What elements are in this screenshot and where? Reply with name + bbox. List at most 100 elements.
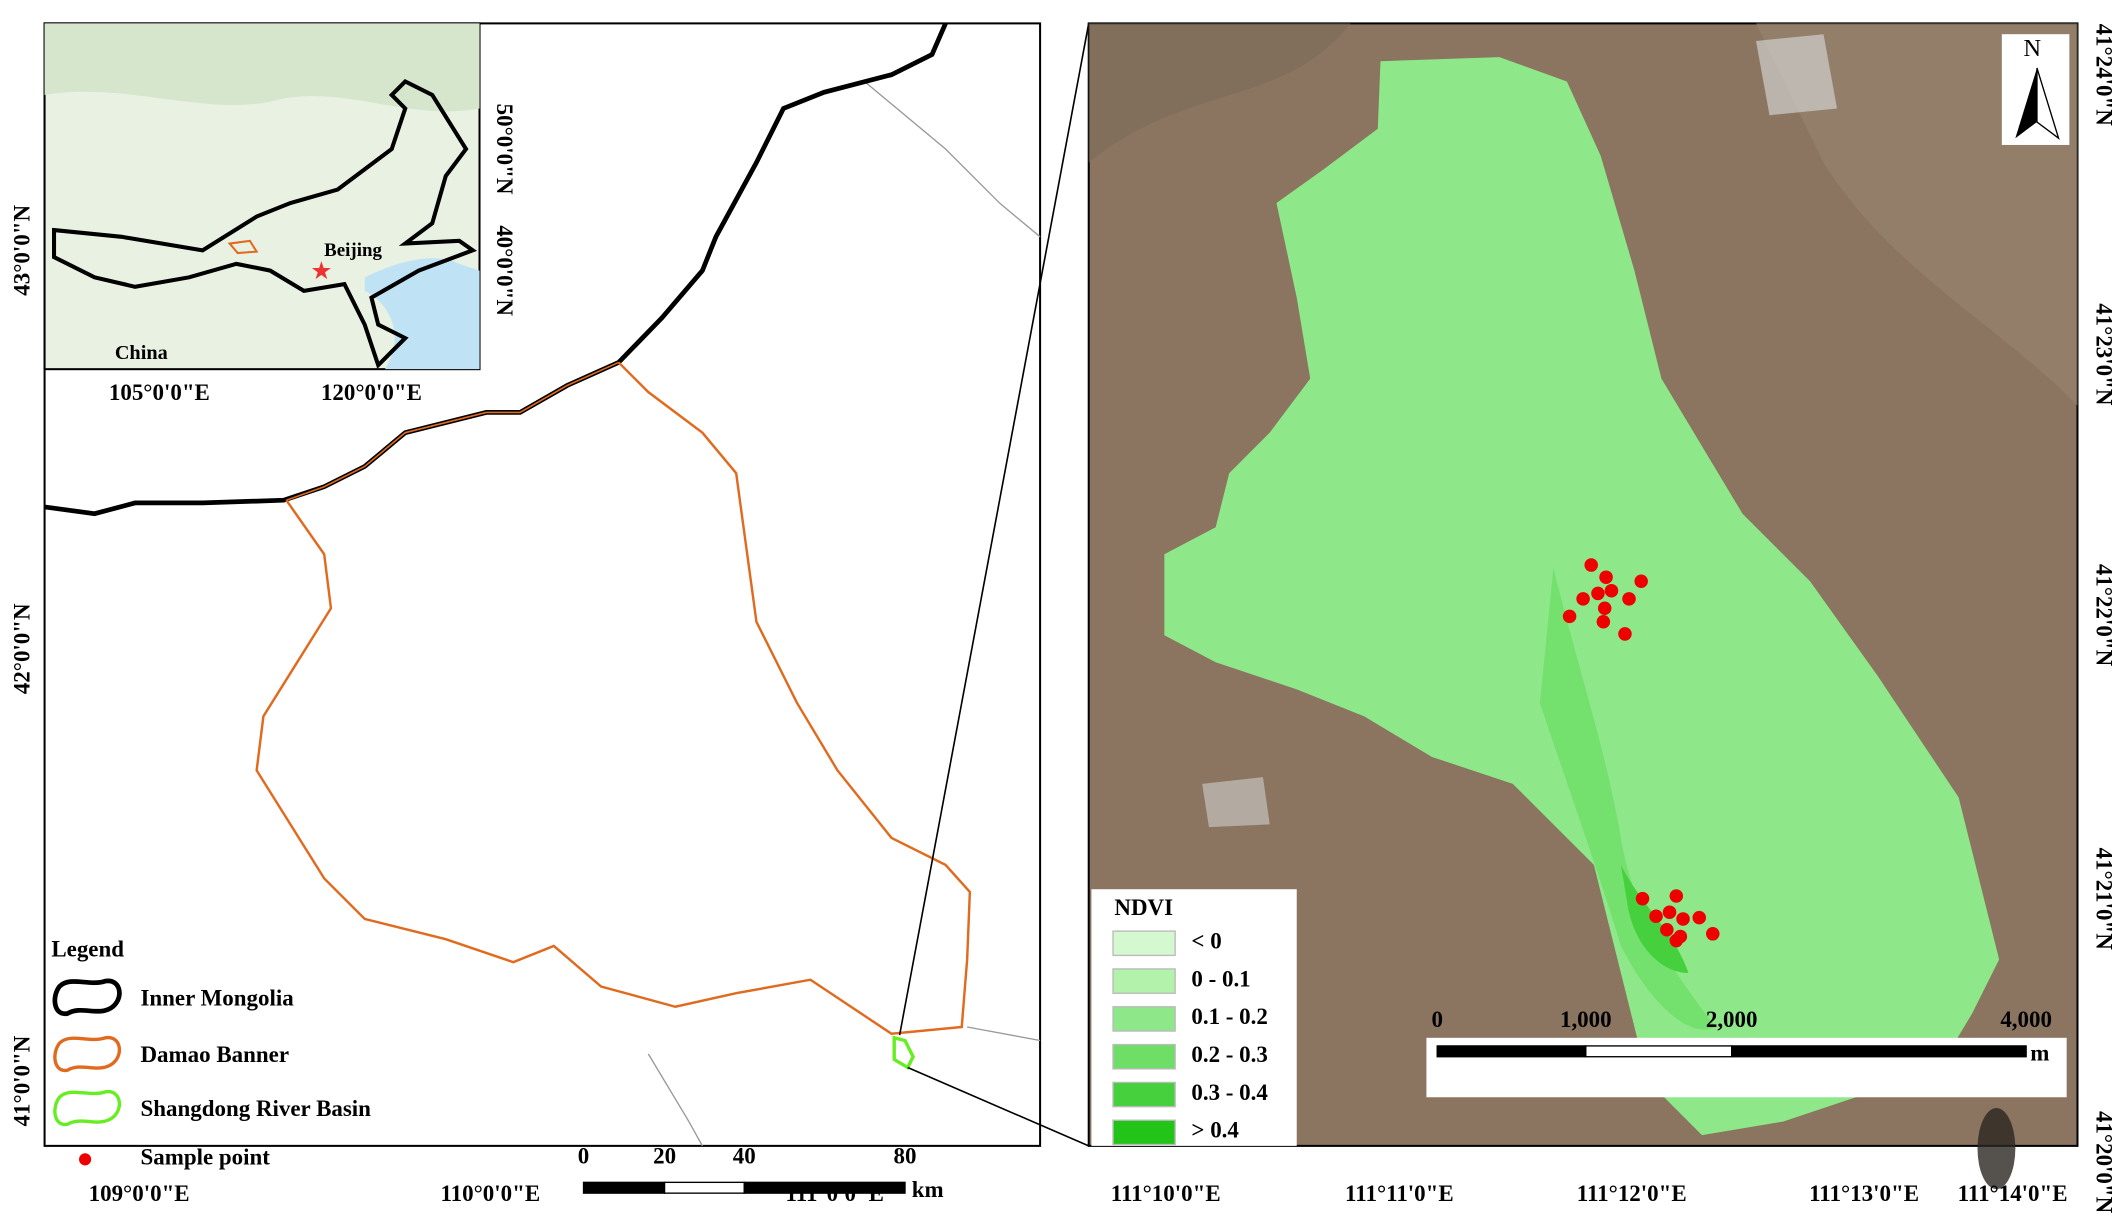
north-arrow bbox=[2036, 67, 2060, 140]
sample-point bbox=[1660, 923, 1674, 937]
sample-point bbox=[1599, 570, 1613, 584]
lat-label: 42°0'0"N bbox=[10, 603, 35, 694]
legend-swatch bbox=[1112, 930, 1176, 957]
scale-tick-label: 0 bbox=[1431, 1007, 1442, 1032]
lon-label: 109°0'0"E bbox=[89, 1181, 190, 1206]
legend-label: Sample point bbox=[140, 1145, 270, 1170]
lat-label: 41°0'0"N bbox=[10, 1035, 35, 1126]
legend-swatch bbox=[1112, 968, 1176, 994]
lat-label: 41°20'0"N bbox=[2092, 1111, 2117, 1214]
road bbox=[864, 80, 1041, 238]
coordinate-labels: Inner Mongolia Damao Banner Shangdong Rive… bbox=[10, 24, 2117, 1214]
sample-point bbox=[1669, 889, 1684, 903]
north-label: N bbox=[2023, 35, 2041, 62]
sample-points bbox=[1562, 558, 1720, 948]
right-scale-bar: 0 1,000 2,000 4,000 m bbox=[1431, 1007, 2052, 1066]
sample-point bbox=[1584, 558, 1598, 572]
city-label: Beijing bbox=[324, 240, 382, 261]
settlement bbox=[1202, 777, 1270, 828]
scale-segment bbox=[743, 1181, 906, 1194]
legend-label: Damao Banner bbox=[140, 1042, 289, 1067]
sample-point bbox=[1604, 583, 1619, 598]
lat-label: 41°23'0"N bbox=[2092, 303, 2117, 406]
scale-segment bbox=[663, 1181, 745, 1194]
sample-point bbox=[1597, 601, 1612, 616]
lon-label: 111°0'0"E bbox=[786, 1181, 884, 1206]
legend-label: > 0.4 bbox=[1191, 1118, 1239, 1143]
damao-banner-boundary bbox=[255, 361, 972, 1036]
legend-swatch bbox=[1112, 1043, 1176, 1070]
sample-point bbox=[1649, 909, 1663, 924]
leader-line bbox=[907, 1066, 1090, 1147]
scale-tick-label: 40 bbox=[733, 1143, 756, 1168]
inset-country-boundary bbox=[52, 79, 478, 369]
legend-label: 0.3 - 0.4 bbox=[1191, 1080, 1268, 1105]
inset-lat-label: 50°0'0"N bbox=[492, 104, 517, 195]
terrain bbox=[1088, 23, 1351, 163]
legend-label: 0 - 0.1 bbox=[1191, 966, 1250, 991]
legend-symbol bbox=[53, 1090, 121, 1127]
scale-unit: m bbox=[2030, 1041, 2049, 1066]
sample-point bbox=[1618, 627, 1632, 641]
scale-tick-label: 1,000 bbox=[1560, 1007, 1612, 1032]
legend-swatch bbox=[1112, 1006, 1176, 1032]
sample-point bbox=[1662, 905, 1677, 919]
sample-point bbox=[1692, 910, 1707, 925]
legend-symbol bbox=[53, 1036, 121, 1072]
scale-unit: km bbox=[912, 1177, 944, 1202]
ndvi-higher bbox=[1539, 567, 1716, 1030]
lon-label: 111°10'0"E bbox=[1111, 1181, 1221, 1206]
scale-tick-label: 0 bbox=[578, 1143, 589, 1168]
ndvi-legend-title: NDVI bbox=[1114, 895, 1173, 920]
sample-point bbox=[1596, 615, 1611, 629]
left-scale-bar: 0 20 40 80 km bbox=[578, 1143, 944, 1202]
inset-lon-label: 120°0'0"E bbox=[321, 380, 422, 405]
scale-tick-label: 80 bbox=[894, 1143, 917, 1168]
scale-tick-label: 4,000 bbox=[2000, 1007, 2052, 1032]
road bbox=[967, 1026, 1041, 1042]
sample-point bbox=[1562, 609, 1577, 624]
scale-segment bbox=[1731, 1045, 2027, 1058]
lon-label: 111°13'0"E bbox=[1809, 1181, 1919, 1206]
legend-title: Legend bbox=[51, 937, 124, 962]
scale-segment bbox=[582, 1181, 666, 1194]
dark-patch bbox=[1977, 1108, 2016, 1190]
lat-label: 43°0'0"N bbox=[10, 205, 35, 296]
road bbox=[647, 1053, 703, 1147]
inset-lat-label: 40°0'0"N bbox=[492, 225, 517, 316]
sample-point bbox=[1635, 891, 1650, 906]
north-arrow bbox=[2015, 67, 2037, 139]
lon-label: 111°12'0"E bbox=[1577, 1181, 1687, 1206]
country-label: China bbox=[115, 342, 168, 364]
leader-line bbox=[898, 23, 1090, 1036]
lat-label: 41°24'0"N bbox=[2092, 24, 2117, 127]
sample-point bbox=[1622, 592, 1636, 606]
lat-label: 41°21'0"N bbox=[2092, 848, 2117, 951]
legend-label: Inner Mongolia bbox=[140, 985, 294, 1010]
inset-damao bbox=[227, 239, 259, 255]
scale-tick-label: 20 bbox=[653, 1143, 676, 1168]
sample-point bbox=[1676, 912, 1690, 926]
scale-segment bbox=[1436, 1045, 1587, 1058]
damao-shared-boundary bbox=[286, 361, 619, 501]
legend-symbol bbox=[52, 978, 122, 1016]
legend-swatch bbox=[1112, 1081, 1176, 1108]
sample-point bbox=[1669, 933, 1684, 948]
lat-label: 41°22'0"N bbox=[2092, 564, 2117, 667]
ndvi-legend-items: < 0 0 - 0.1 0.1 - 0.2 0.2 - 0.3 0.3 - 0.4 > 0… bbox=[1112, 929, 1268, 1146]
inset-lon-label: 105°0'0"E bbox=[109, 380, 210, 405]
settlement bbox=[1755, 34, 1838, 116]
legend-label: Shangdong River Basin bbox=[140, 1096, 371, 1121]
terrain bbox=[1755, 23, 2078, 406]
lon-label: 110°0'0"E bbox=[440, 1181, 540, 1206]
sample-point bbox=[1576, 592, 1590, 606]
legend-label: 0.2 - 0.3 bbox=[1191, 1042, 1268, 1067]
beijing-star: ★ bbox=[312, 259, 332, 283]
lon-label: 111°14'0"E bbox=[1958, 1181, 2068, 1206]
sample-point bbox=[1591, 586, 1605, 601]
scale-segment bbox=[1585, 1045, 1733, 1058]
legend-label: < 0 bbox=[1191, 929, 1221, 954]
inset-terrain bbox=[44, 23, 480, 112]
legend-label: 0.1 - 0.2 bbox=[1191, 1004, 1268, 1029]
